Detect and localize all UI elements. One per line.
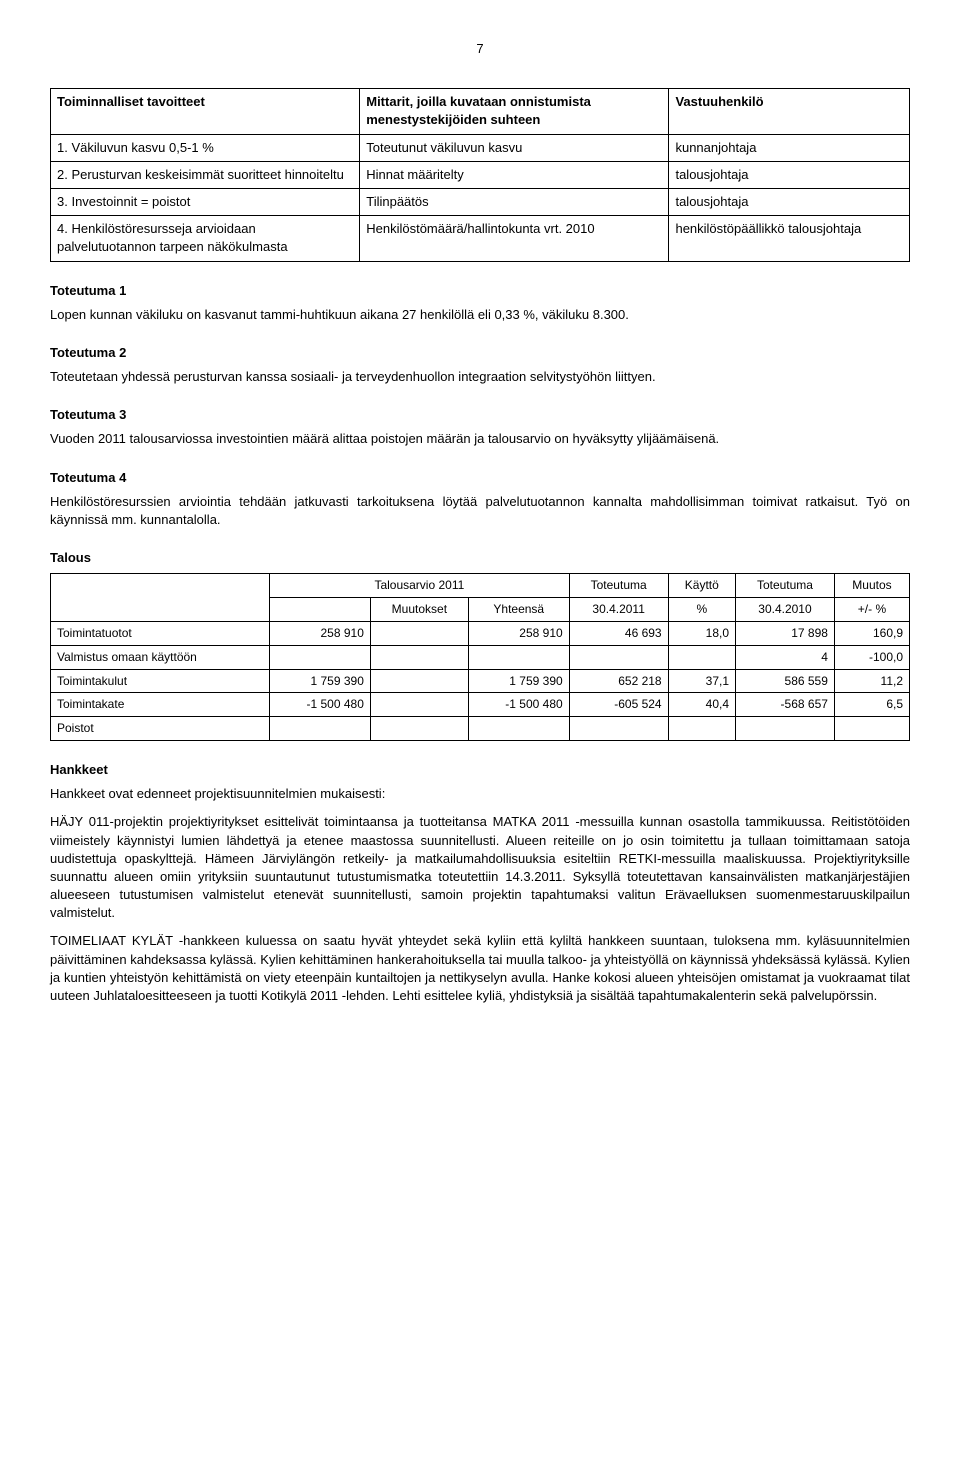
finance-cell: 258 910 [270, 621, 371, 645]
finance-cell: 258 910 [468, 621, 569, 645]
cell: Hinnat määritelty [360, 161, 669, 188]
finance-header-tot2: Toteutuma [736, 574, 835, 598]
hankkeet-intro: Hankkeet ovat edenneet projektisuunnitel… [50, 785, 910, 803]
finance-header-blank [51, 574, 270, 622]
toteutuma3-text: Vuoden 2011 talousarviossa investointien… [50, 430, 910, 448]
finance-label: Toimintakate [51, 693, 270, 717]
finance-cell: -1 500 480 [270, 693, 371, 717]
finance-label: Valmistus omaan käyttöön [51, 645, 270, 669]
finance-row: Valmistus omaan käyttöön 4 -100,0 [51, 645, 910, 669]
cell: talousjohtaja [669, 161, 910, 188]
finance-cell: 37,1 [668, 669, 735, 693]
finance-cell [668, 645, 735, 669]
table-row: 1. Väkiluvun kasvu 0,5-1 % Toteutunut vä… [51, 134, 910, 161]
cell: kunnanjohtaja [669, 134, 910, 161]
finance-table: Talousarvio 2011 Toteutuma Käyttö Toteut… [50, 573, 910, 741]
table-row: 2. Perusturvan keskeisimmät suoritteet h… [51, 161, 910, 188]
cell: Henkilöstömäärä/hallintokunta vrt. 2010 [360, 216, 669, 261]
finance-cell: 18,0 [668, 621, 735, 645]
toteutuma4-heading: Toteutuma 4 [50, 469, 910, 487]
finance-subheader-4: 30.4.2011 [569, 598, 668, 622]
cell: henkilöstöpäällikkö talousjohtaja [669, 216, 910, 261]
objectives-header-1: Mittarit, joilla kuvataan onnistumista m… [360, 89, 669, 134]
objectives-header-2: Vastuuhenkilö [669, 89, 910, 134]
finance-header-ta: Talousarvio 2011 [270, 574, 570, 598]
finance-subheader-7: +/- % [834, 598, 909, 622]
finance-cell [370, 621, 468, 645]
finance-subheader-5: % [668, 598, 735, 622]
finance-cell: -605 524 [569, 693, 668, 717]
finance-header-tot: Toteutuma [569, 574, 668, 598]
toteutuma1-text: Lopen kunnan väkiluku on kasvanut tammi-… [50, 306, 910, 324]
finance-subheader-2: Muutokset [370, 598, 468, 622]
finance-cell [270, 717, 371, 741]
finance-cell: -1 500 480 [468, 693, 569, 717]
finance-cell: 652 218 [569, 669, 668, 693]
finance-cell [569, 717, 668, 741]
toteutuma2-text: Toteutetaan yhdessä perusturvan kanssa s… [50, 368, 910, 386]
finance-cell: -100,0 [834, 645, 909, 669]
cell: talousjohtaja [669, 188, 910, 215]
finance-header-kaytto: Käyttö [668, 574, 735, 598]
finance-cell: 160,9 [834, 621, 909, 645]
finance-label: Toimintakulut [51, 669, 270, 693]
finance-cell: 586 559 [736, 669, 835, 693]
objectives-header-0: Toiminnalliset tavoitteet [51, 89, 360, 134]
finance-subheader-6: 30.4.2010 [736, 598, 835, 622]
finance-row: Toimintatuotot 258 910 258 910 46 693 18… [51, 621, 910, 645]
hankkeet-heading: Hankkeet [50, 761, 910, 779]
toteutuma1-heading: Toteutuma 1 [50, 282, 910, 300]
finance-header-muutos: Muutos [834, 574, 909, 598]
objectives-table: Toiminnalliset tavoitteet Mittarit, joil… [50, 88, 910, 261]
talous-heading: Talous [50, 549, 910, 567]
cell: 3. Investoinnit = poistot [51, 188, 360, 215]
hankkeet-p2: TOIMELIAAT KYLÄT -hankkeen kuluessa on s… [50, 932, 910, 1005]
finance-cell [468, 645, 569, 669]
cell: 4. Henkilöstöresursseja arvioidaan palve… [51, 216, 360, 261]
cell: 2. Perusturvan keskeisimmät suoritteet h… [51, 161, 360, 188]
page-number: 7 [50, 40, 910, 58]
finance-subheader-3: Yhteensä [468, 598, 569, 622]
finance-cell: 40,4 [668, 693, 735, 717]
finance-cell: 46 693 [569, 621, 668, 645]
finance-cell [468, 717, 569, 741]
finance-cell: 1 759 390 [468, 669, 569, 693]
cell: 1. Väkiluvun kasvu 0,5-1 % [51, 134, 360, 161]
table-row: 4. Henkilöstöresursseja arvioidaan palve… [51, 216, 910, 261]
toteutuma3-heading: Toteutuma 3 [50, 406, 910, 424]
finance-subheader-1 [270, 598, 371, 622]
finance-cell: 17 898 [736, 621, 835, 645]
finance-cell: -568 657 [736, 693, 835, 717]
finance-cell [736, 717, 835, 741]
finance-cell: 1 759 390 [270, 669, 371, 693]
finance-cell: 6,5 [834, 693, 909, 717]
finance-cell [270, 645, 371, 669]
cell: Toteutunut väkiluvun kasvu [360, 134, 669, 161]
table-row: 3. Investoinnit = poistot Tilinpäätös ta… [51, 188, 910, 215]
finance-cell [370, 645, 468, 669]
finance-row: Toimintakate -1 500 480 -1 500 480 -605 … [51, 693, 910, 717]
cell: Tilinpäätös [360, 188, 669, 215]
finance-label: Toimintatuotot [51, 621, 270, 645]
finance-cell: 11,2 [834, 669, 909, 693]
finance-row: Toimintakulut 1 759 390 1 759 390 652 21… [51, 669, 910, 693]
toteutuma2-heading: Toteutuma 2 [50, 344, 910, 362]
finance-cell [834, 717, 909, 741]
finance-label: Poistot [51, 717, 270, 741]
finance-cell [370, 693, 468, 717]
finance-cell [569, 645, 668, 669]
toteutuma4-text: Henkilöstöresurssien arviointia tehdään … [50, 493, 910, 529]
finance-row: Poistot [51, 717, 910, 741]
finance-cell [370, 717, 468, 741]
hankkeet-p1: HÄJY 011-projektin projektiyritykset esi… [50, 813, 910, 922]
finance-cell [668, 717, 735, 741]
finance-cell [370, 669, 468, 693]
finance-cell: 4 [736, 645, 835, 669]
